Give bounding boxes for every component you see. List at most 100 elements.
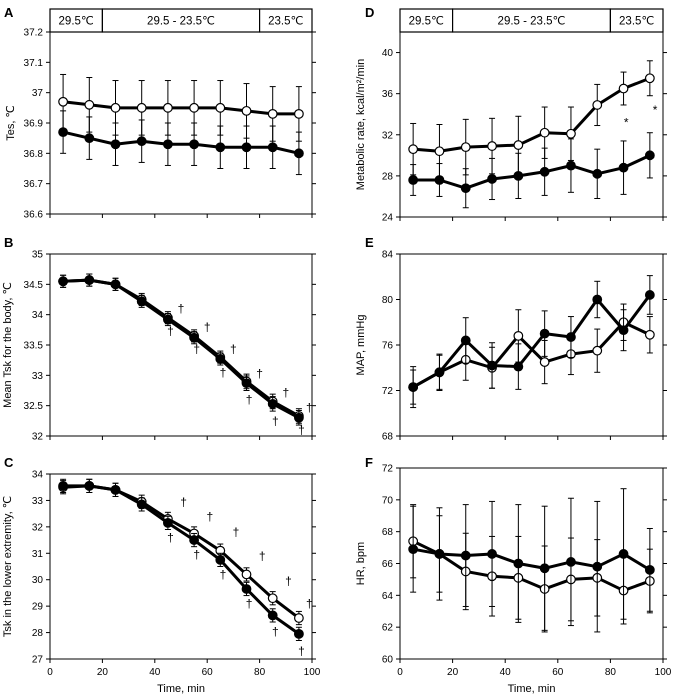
significance-mark: † (193, 548, 200, 562)
y-tick-label: 66 (382, 559, 394, 570)
y-tick-label: 34 (32, 470, 44, 481)
significance-mark: * (653, 103, 658, 117)
y-tick-label: 36.6 (24, 210, 44, 221)
data-point (241, 569, 252, 580)
data-point (618, 83, 629, 94)
data-point (162, 139, 173, 150)
y-tick-label: 72 (382, 386, 394, 397)
data-point (294, 628, 304, 639)
data-point (566, 557, 576, 567)
data-point (592, 294, 603, 305)
temperature-bands: 29.5℃ 29.5 - 23.5℃ 23.5℃ (49, 8, 313, 33)
data-point (110, 279, 121, 290)
data-point (408, 382, 419, 392)
data-point (241, 105, 252, 116)
temperature-band-label: 29.5 - 23.5℃ (498, 16, 566, 28)
data-point (460, 550, 471, 561)
data-point (110, 484, 121, 495)
data-point (136, 296, 147, 307)
y-tick-label: 72 (382, 464, 394, 475)
significance-mark: † (259, 549, 266, 563)
panel-c: C 27 28 29 30 31 32 33 34 0 20 40 60 80 100 Time, min Ts… (2, 455, 321, 695)
significance-mark: † (180, 495, 187, 509)
data-point (162, 102, 173, 113)
x-tick-label: 100 (304, 667, 321, 678)
x-tick-label: 0 (47, 667, 53, 678)
panel-letter: D (365, 5, 374, 20)
series-line (62, 100, 299, 116)
significance-mark: † (298, 644, 305, 658)
series-open (408, 504, 655, 633)
significance-mark: † (220, 365, 227, 379)
data-point (84, 133, 95, 144)
data-point (241, 378, 252, 389)
series-filled (58, 110, 304, 176)
data-point (215, 142, 226, 153)
y-tick-label: 36.8 (24, 149, 44, 160)
y-tick-label: 37.2 (24, 28, 44, 39)
data-point (513, 558, 524, 569)
x-tick-label: 20 (97, 667, 109, 678)
data-point (618, 549, 629, 559)
y-tick-label: 80 (382, 295, 394, 306)
series-open (58, 73, 304, 142)
data-point (460, 183, 471, 194)
series-filled (408, 275, 655, 409)
y-tick-label: 31 (32, 549, 44, 560)
significance-mark: † (206, 509, 213, 523)
series-filled (408, 488, 655, 633)
significance-mark: † (246, 597, 253, 611)
significance-mark: † (230, 342, 237, 356)
significance-mark: † (233, 525, 240, 539)
series-line (412, 320, 651, 389)
data-point (592, 100, 603, 110)
series-filled (58, 273, 304, 426)
y-tick-label: 37.1 (24, 58, 44, 69)
data-point (618, 325, 629, 336)
x-tick-label: 80 (605, 667, 617, 678)
data-point (487, 360, 497, 371)
significance-mark: † (246, 393, 253, 407)
panel-a: A 29.5℃ 29.5 - 23.5℃ 23.5℃ 36.6 36.7 36.8 36.9 3… (4, 5, 316, 221)
data-point (566, 332, 576, 342)
data-point (294, 108, 304, 119)
y-tick-label: 32.5 (24, 401, 44, 412)
series-line (62, 130, 300, 155)
y-tick-label: 28 (382, 171, 394, 182)
y-tick-label: 32 (382, 130, 394, 141)
data-point (110, 102, 121, 113)
significance-mark: † (167, 324, 174, 338)
data-point (434, 367, 445, 378)
data-point (566, 128, 576, 139)
y-tick-label: 64 (382, 591, 394, 602)
x-axis-label: Time, min (157, 683, 205, 695)
data-point (189, 139, 200, 150)
y-tick-label: 68 (382, 527, 394, 538)
panel-e: E 68 72 76 80 84 MAP, mmHg (355, 235, 667, 443)
x-tick-label: 40 (500, 667, 512, 678)
x-axis-label: Time, min (508, 683, 556, 695)
y-axis-label: Mean Tsk for the body, ℃ (2, 282, 14, 408)
panel-letter: E (365, 235, 374, 250)
y-tick-label: 76 (382, 341, 394, 352)
y-tick-label: 27 (32, 655, 44, 666)
y-tick-label: 33.5 (24, 341, 44, 352)
data-point (539, 357, 550, 367)
data-point (58, 127, 68, 138)
significance-mark: * (624, 115, 629, 129)
temperature-bands: 29.5℃ 29.5 - 23.5℃ 23.5℃ (399, 8, 664, 33)
series-line (413, 76, 651, 153)
y-tick-label: 35 (32, 250, 44, 261)
significance-mark: † (282, 385, 289, 399)
significance-mark: † (272, 414, 279, 428)
data-point (539, 127, 550, 138)
data-point (592, 345, 603, 356)
y-axis-label: HR, bpm (355, 542, 367, 585)
series-line (412, 294, 652, 389)
y-tick-label: 32 (32, 432, 44, 443)
data-point (644, 329, 655, 340)
panel-f: F 60 62 64 66 68 70 72 0 20 40 60 80 100 Time, min HR, … (355, 455, 672, 695)
data-point (241, 584, 252, 594)
data-point (434, 146, 445, 157)
